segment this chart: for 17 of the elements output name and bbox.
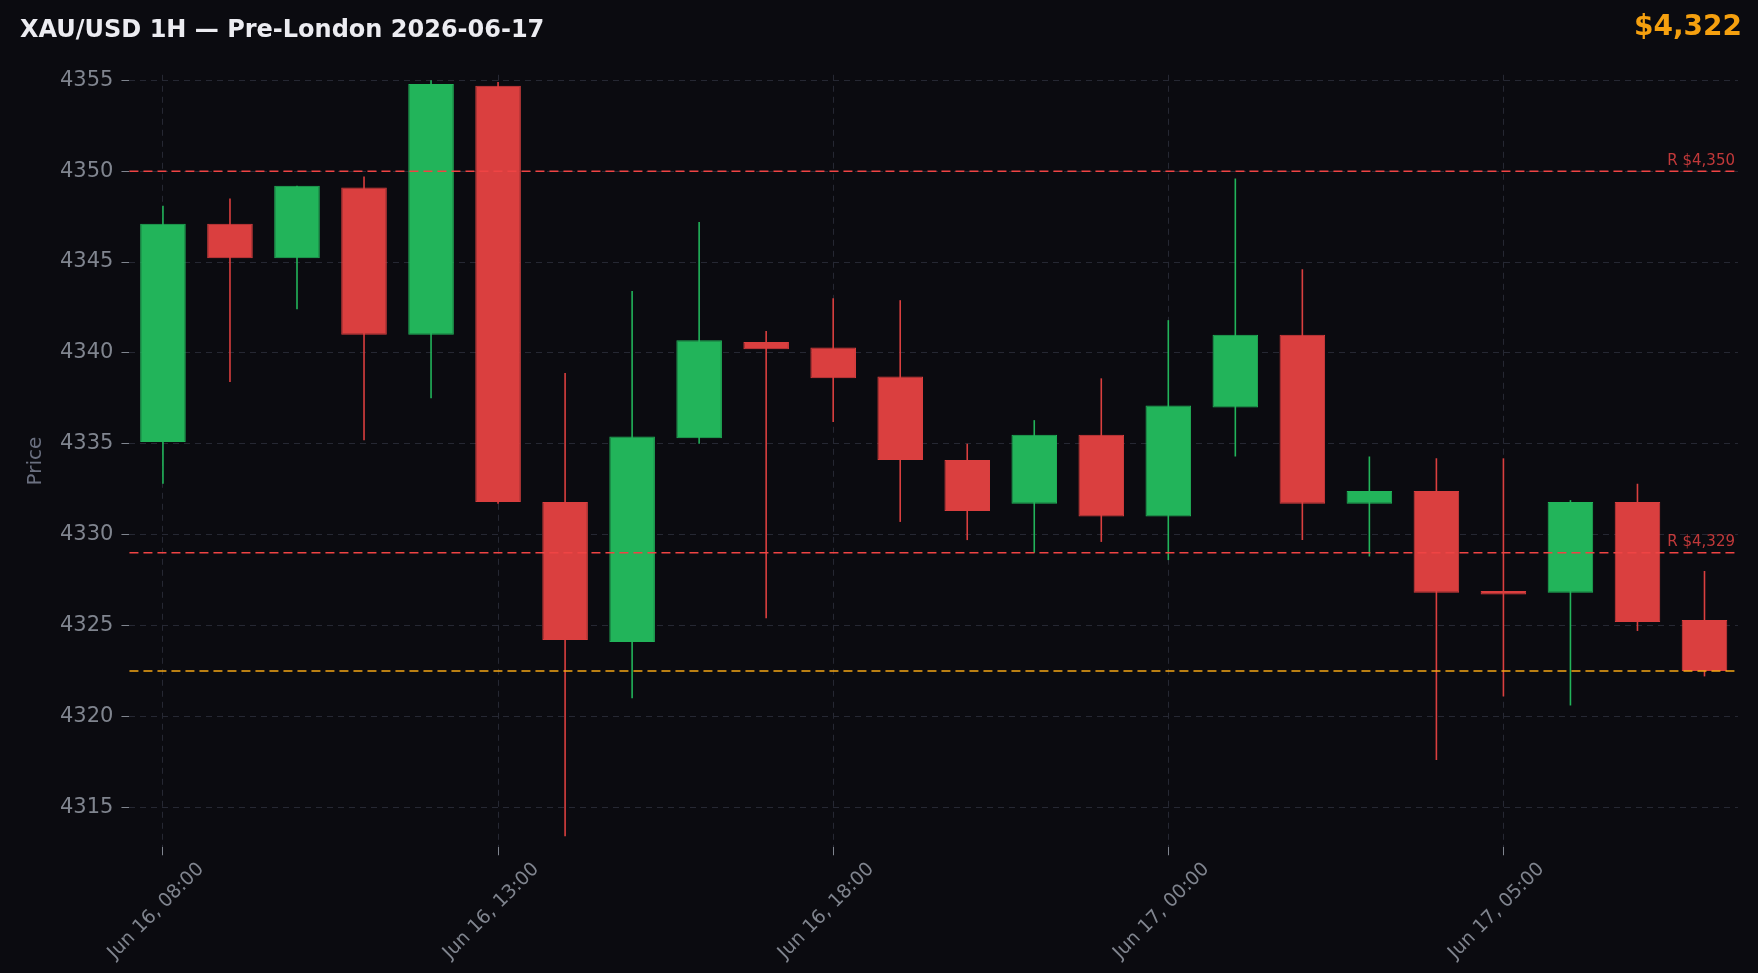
y-tick-label: 4325: [59, 611, 114, 636]
chart-title: XAU/USD 1H — Pre-London 2026-06-17: [20, 14, 545, 43]
candlestick: [1480, 457, 1527, 698]
y-tick-label: 4315: [59, 793, 114, 818]
y-tick-label: 4330: [59, 521, 114, 546]
ref-line-label: R $4,350: [1667, 150, 1735, 169]
y-tick-label: 4355: [59, 66, 114, 91]
y-tick-label: 4340: [59, 339, 114, 364]
y-tick-label: 4335: [59, 430, 114, 455]
text: $4,322: [1633, 9, 1742, 43]
y-tick-label: 4345: [59, 248, 114, 273]
candlestick: [1346, 455, 1393, 558]
y-tick-label: 4350: [59, 157, 114, 182]
y-tick-label: 4320: [59, 702, 114, 727]
y-axis-title: Price: [22, 436, 47, 486]
ref-line-label: R $4,329: [1667, 532, 1735, 551]
candlestick: [743, 330, 789, 620]
